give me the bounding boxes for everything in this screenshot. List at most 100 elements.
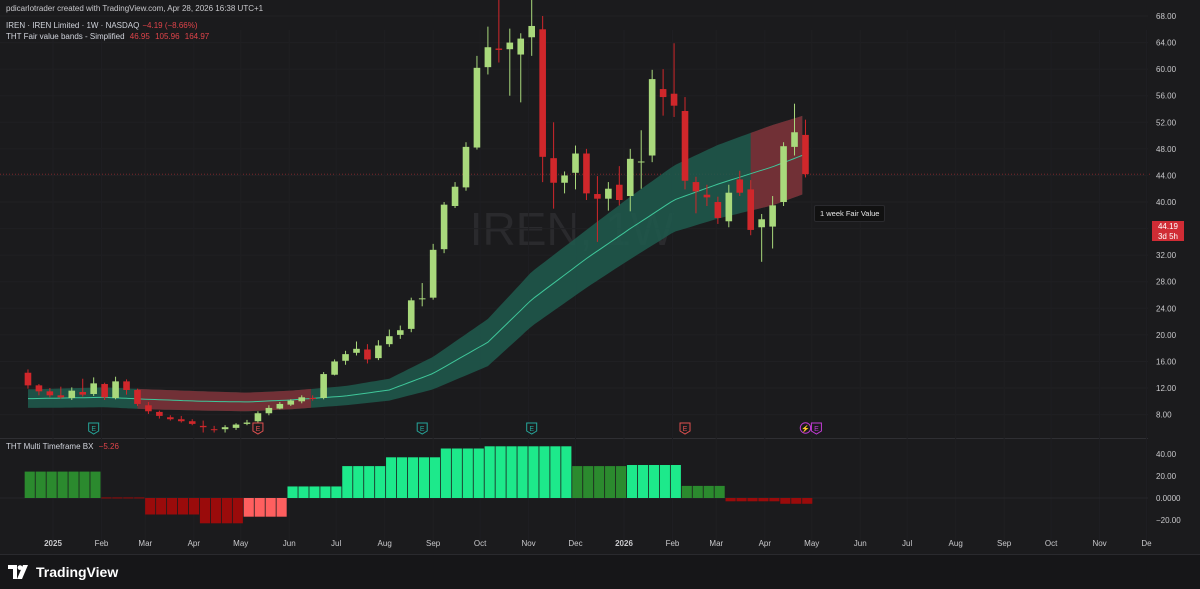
bx-bar[interactable] — [692, 485, 703, 498]
candle[interactable] — [156, 410, 163, 419]
bx-bar[interactable] — [517, 446, 528, 498]
candle[interactable] — [572, 145, 579, 190]
bx-bar[interactable] — [780, 498, 791, 504]
candle[interactable] — [462, 142, 470, 191]
earnings-event-icon[interactable]: E — [810, 422, 822, 435]
candle[interactable] — [35, 384, 43, 396]
candle[interactable] — [90, 377, 97, 396]
candle[interactable] — [681, 97, 689, 190]
candle[interactable] — [331, 359, 338, 376]
candle[interactable] — [670, 43, 678, 117]
bx-bar[interactable] — [714, 485, 725, 498]
bx-bar[interactable] — [637, 465, 649, 498]
bx-bar[interactable] — [594, 466, 605, 498]
candle[interactable] — [791, 103, 798, 156]
candle[interactable] — [626, 148, 634, 212]
bx-bar[interactable] — [407, 457, 419, 498]
candle[interactable] — [616, 166, 623, 206]
bx-bar[interactable] — [659, 465, 670, 498]
candle[interactable] — [758, 213, 765, 262]
candle[interactable] — [692, 176, 700, 214]
bx-bar[interactable] — [265, 498, 276, 517]
bx-bar[interactable] — [177, 498, 189, 515]
bx-bar[interactable] — [769, 498, 780, 502]
earnings-event-icon[interactable]: E — [679, 422, 691, 435]
candle[interactable] — [364, 344, 371, 364]
candle[interactable] — [802, 119, 809, 178]
earnings-event-icon[interactable]: E — [252, 422, 264, 435]
candle[interactable] — [637, 130, 645, 189]
bx-bar[interactable] — [495, 446, 506, 498]
bx-bar[interactable] — [320, 486, 331, 498]
candle[interactable] — [46, 388, 54, 398]
bx-bar[interactable] — [648, 465, 660, 498]
candle[interactable] — [583, 148, 590, 201]
bx-bar[interactable] — [199, 498, 211, 524]
candle[interactable] — [725, 184, 733, 228]
bx-bar[interactable] — [791, 498, 802, 504]
candle[interactable] — [112, 376, 119, 400]
candle[interactable] — [68, 387, 76, 400]
bx-bar[interactable] — [210, 498, 221, 524]
bx-bar[interactable] — [167, 498, 178, 515]
candle[interactable] — [221, 425, 229, 433]
candle[interactable] — [506, 28, 514, 96]
candle[interactable] — [440, 202, 448, 254]
bx-bar[interactable] — [572, 466, 583, 498]
bx-bar[interactable] — [35, 471, 46, 498]
bx-bar[interactable] — [375, 466, 386, 498]
candle[interactable] — [396, 325, 404, 339]
bx-bar[interactable] — [528, 446, 539, 498]
candle[interactable] — [254, 411, 262, 423]
candle[interactable] — [561, 171, 568, 194]
candle[interactable] — [123, 379, 130, 395]
bx-bar[interactable] — [101, 497, 112, 499]
candle[interactable] — [298, 395, 306, 404]
candle[interactable] — [210, 425, 218, 433]
bx-bar[interactable] — [386, 457, 397, 498]
bx-bar[interactable] — [364, 466, 375, 498]
bx-bar[interactable] — [473, 448, 484, 499]
lower-indicator-name[interactable]: THT Multi Timeframe BX — [6, 442, 94, 451]
bx-bar[interactable] — [309, 486, 320, 498]
candle[interactable] — [418, 283, 426, 307]
bx-bar[interactable] — [232, 498, 243, 524]
bx-bar[interactable] — [276, 498, 287, 517]
bx-bar[interactable] — [353, 466, 364, 498]
bx-bar[interactable] — [484, 446, 495, 498]
candle[interactable] — [528, 0, 536, 56]
bx-bar[interactable] — [287, 486, 298, 498]
symbol-line[interactable]: IREN · IREN Limited · 1W · NASDAQ — [6, 21, 140, 30]
bx-bar[interactable] — [112, 497, 123, 499]
candle[interactable] — [57, 386, 65, 399]
bx-bar[interactable] — [342, 466, 353, 498]
earnings-event-icon[interactable]: E — [526, 422, 538, 435]
candle[interactable] — [594, 176, 601, 242]
bx-bar[interactable] — [583, 466, 594, 498]
bx-bar[interactable] — [243, 498, 254, 517]
candle[interactable] — [648, 69, 656, 163]
bx-bar[interactable] — [681, 485, 692, 498]
bx-bar[interactable] — [539, 446, 550, 498]
candle[interactable] — [539, 16, 546, 183]
bx-bar[interactable] — [747, 498, 758, 502]
bx-bar[interactable] — [298, 486, 309, 498]
candle[interactable] — [167, 415, 174, 421]
earnings-event-icon[interactable]: E — [416, 422, 428, 435]
bx-bar[interactable] — [561, 446, 572, 498]
bx-bar[interactable] — [145, 498, 156, 515]
bx-bar[interactable] — [418, 457, 430, 498]
earnings-event-icon[interactable]: E — [88, 422, 100, 435]
candle[interactable] — [736, 170, 744, 197]
candle[interactable] — [265, 405, 273, 416]
candle[interactable] — [375, 340, 382, 361]
bx-bar[interactable] — [221, 498, 232, 524]
candle[interactable] — [747, 180, 755, 236]
bx-bar[interactable] — [626, 465, 638, 498]
candle[interactable] — [79, 378, 87, 397]
candle[interactable] — [780, 142, 787, 206]
bx-bar[interactable] — [156, 498, 167, 515]
bx-bar[interactable] — [462, 448, 473, 499]
candle[interactable] — [287, 399, 295, 406]
candle[interactable] — [386, 329, 393, 347]
